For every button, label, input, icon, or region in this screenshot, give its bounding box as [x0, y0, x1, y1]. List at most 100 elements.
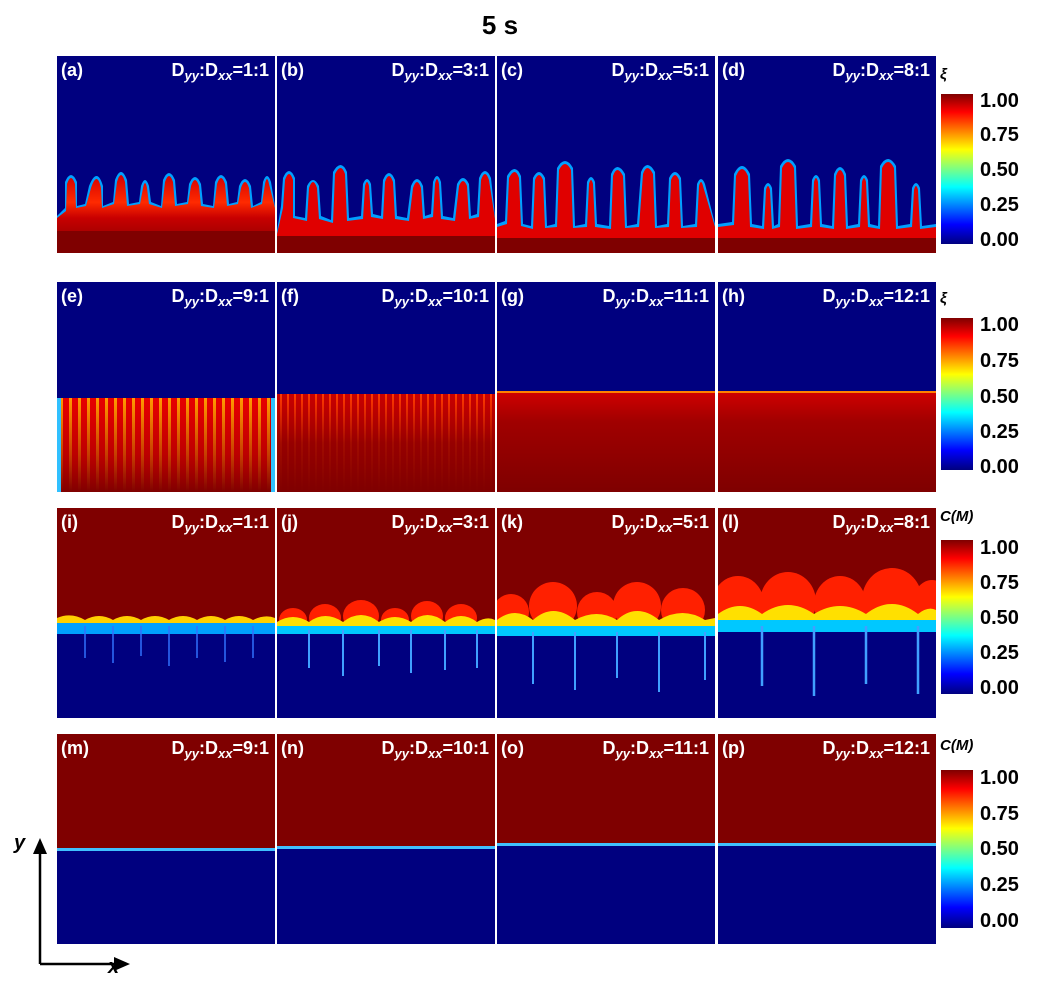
panel-label: (k)	[501, 512, 523, 532]
anisotropy-ratio: Dyy:Dxx=12:1	[822, 738, 930, 761]
panel-m: (m) Dyy:Dxx=9:1	[57, 734, 275, 944]
figure-title: 5 s	[481, 10, 519, 40]
panel-label: (b)	[281, 60, 304, 80]
anisotropy-ratio: Dyy:Dxx=1:1	[171, 60, 269, 83]
dendrite-field-f	[277, 282, 495, 492]
anisotropy-ratio: Dyy:Dxx=12:1	[822, 286, 930, 309]
panel-e: (e) Dyy:Dxx=9:1	[57, 282, 275, 492]
concentration-field-o	[497, 734, 715, 944]
colorbar-tick: 0.75	[980, 572, 1019, 594]
dendrite-field-c	[497, 56, 715, 253]
concentration-field-l	[718, 508, 936, 718]
ratio-value: 1:1	[242, 60, 269, 80]
colorbar-tick: 0.50	[980, 159, 1019, 181]
ratio-value: 9:1	[242, 286, 269, 306]
colorbar-tick: 0.00	[980, 677, 1019, 699]
panel-label: (j)	[281, 512, 298, 532]
colorbar-title: C(M)	[940, 508, 974, 525]
panel-n: (n) Dyy:Dxx=10:1	[277, 734, 495, 944]
panel-i: (i) Dyy:Dxx=1:1	[57, 508, 275, 718]
ratio-value: 3:1	[462, 512, 489, 532]
colorbar-tick: 0.25	[980, 642, 1019, 664]
colorbar-concentration	[941, 770, 973, 928]
ratio-value: 11:1	[673, 738, 709, 758]
colorbar-tick: 1.00	[980, 90, 1019, 112]
dendrite-field-a	[57, 56, 275, 253]
panel-label: (e)	[61, 286, 83, 306]
ratio-value: 5:1	[682, 60, 709, 80]
colorbar-title: ξ	[940, 66, 947, 83]
panel-g: (g) Dyy:Dxx=11:1	[497, 282, 715, 492]
panel-label: (h)	[722, 286, 745, 306]
panel-c: (c) Dyy:Dxx=5:1	[497, 56, 715, 253]
panel-h: (h) Dyy:Dxx=12:1	[718, 282, 936, 492]
ratio-value: 11:1	[673, 286, 709, 306]
panel-label: (i)	[61, 512, 78, 532]
concentration-field-j	[277, 508, 495, 718]
colorbar-xi	[941, 94, 973, 244]
colorbar-tick: 1.00	[980, 314, 1019, 336]
x-axis-label: x	[108, 956, 120, 978]
panel-label: (a)	[61, 60, 83, 80]
colorbar-xi	[941, 318, 973, 470]
ratio-value: 1:1	[242, 512, 269, 532]
concentration-field-i	[57, 508, 275, 718]
colorbar-tick: 1.00	[980, 537, 1019, 559]
panel-p: (p) Dyy:Dxx=12:1	[718, 734, 936, 944]
colorbar-tick: 0.75	[980, 350, 1019, 372]
anisotropy-ratio: Dyy:Dxx=9:1	[171, 738, 269, 761]
colorbar-tick: 0.50	[980, 386, 1019, 408]
ratio-value: 12:1	[893, 286, 930, 306]
panel-f: (f) Dyy:Dxx=10:1	[277, 282, 495, 492]
ratio-value: 9:1	[242, 738, 269, 758]
concentration-field-n	[277, 734, 495, 944]
ratio-value: 10:1	[452, 738, 489, 758]
anisotropy-ratio: Dyy:Dxx=11:1	[602, 286, 710, 309]
axis-indicator	[33, 838, 130, 971]
dendrite-field-b	[277, 56, 495, 253]
anisotropy-ratio: Dyy:Dxx=9:1	[171, 286, 269, 309]
colorbar-tick: 0.00	[980, 456, 1019, 478]
panel-label: (n)	[281, 738, 304, 758]
panel-d: (d) Dyy:Dxx=8:1	[718, 56, 936, 253]
ratio-value: 12:1	[893, 738, 930, 758]
anisotropy-ratio: Dyy:Dxx=8:1	[832, 512, 930, 535]
anisotropy-ratio: Dyy:Dxx=5:1	[611, 60, 709, 83]
ratio-value: 8:1	[903, 60, 930, 80]
panel-a: (a) Dyy:Dxx=1:1	[57, 56, 275, 253]
colorbar-tick: 0.00	[980, 910, 1019, 932]
colorbar-tick: 0.25	[980, 194, 1019, 216]
anisotropy-ratio: Dyy:Dxx=1:1	[171, 512, 269, 535]
colorbar-tick: 0.50	[980, 838, 1019, 860]
colorbar-tick: 0.00	[980, 229, 1019, 251]
panel-label: (m)	[61, 738, 89, 758]
concentration-field-p	[718, 734, 936, 944]
panel-j: (j) Dyy:Dxx=3:1	[277, 508, 495, 718]
anisotropy-ratio: Dyy:Dxx=10:1	[381, 738, 489, 761]
anisotropy-ratio: Dyy:Dxx=11:1	[602, 738, 710, 761]
anisotropy-ratio: Dyy:Dxx=10:1	[381, 286, 489, 309]
colorbar-tick: 0.25	[980, 421, 1019, 443]
dendrite-field-h	[718, 282, 936, 492]
anisotropy-ratio: Dyy:Dxx=3:1	[391, 512, 489, 535]
colorbar-tick: 1.00	[980, 767, 1019, 789]
anisotropy-ratio: Dyy:Dxx=8:1	[832, 60, 930, 83]
anisotropy-ratio: Dyy:Dxx=5:1	[611, 512, 709, 535]
ratio-value: 10:1	[452, 286, 489, 306]
panel-o: (o) Dyy:Dxx=11:1	[497, 734, 715, 944]
panel-l: (l) Dyy:Dxx=8:1	[718, 508, 936, 718]
panel-label: (o)	[501, 738, 524, 758]
panel-b: (b) Dyy:Dxx=3:1	[277, 56, 495, 253]
panel-label: (f)	[281, 286, 299, 306]
concentration-field-m	[57, 734, 275, 944]
dendrite-field-d	[718, 56, 936, 253]
colorbar-title: C(M)	[940, 737, 974, 754]
colorbar-concentration	[941, 540, 973, 694]
panel-label: (g)	[501, 286, 524, 306]
panel-label: (p)	[722, 738, 745, 758]
colorbar-tick: 0.75	[980, 124, 1019, 146]
panel-label: (d)	[722, 60, 745, 80]
ratio-value: 8:1	[903, 512, 930, 532]
panel-k: (k) Dyy:Dxx=5:1	[497, 508, 715, 718]
panel-label: (c)	[501, 60, 523, 80]
